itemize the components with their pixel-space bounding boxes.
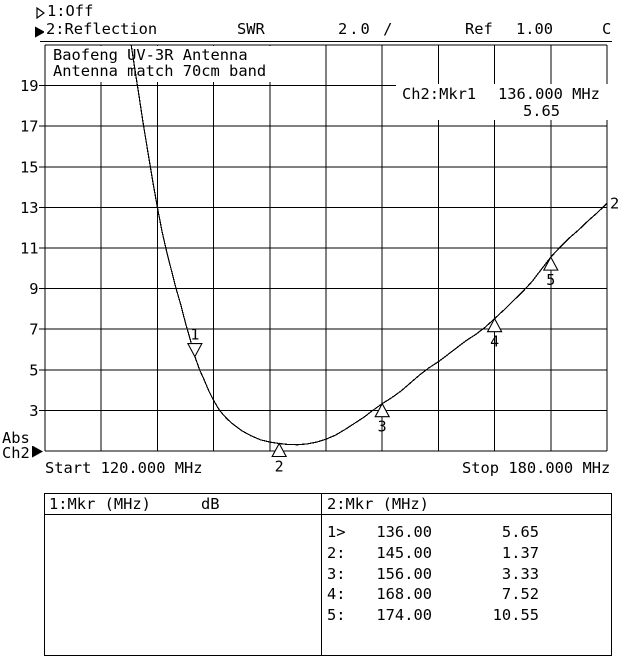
abs-label: Abs [2,429,30,447]
marker-triangle-icon [186,343,203,358]
trace-group [130,44,608,446]
marker-table-row: 2: 145.00 1.37 [321,543,611,564]
trace1-status: 1:Off [36,3,93,20]
marker-row-frequency: 168.00 [376,585,432,604]
marker-readout-bg [396,84,624,120]
trace1-inactive-triangle-icon [36,6,46,20]
marker-number: 4 [490,333,499,351]
trace2-status: 2:Reflection [34,21,157,38]
trace-marker-5: 5 [542,255,559,289]
marker-row-label: 5: [327,606,346,625]
y-axis-label: 7 [29,321,38,339]
cal-indicator: C [602,20,612,38]
marker-number: 3 [378,418,387,436]
trace-marker-1: 1 [186,326,203,358]
trace2-active-triangle-icon [34,26,46,38]
marker-row-label: 1> [327,523,346,541]
marker-table-row: 5: 174.00 10.55 [321,605,611,626]
y-axis-label: 3 [29,402,38,420]
trace2-label: 2:Reflection [46,20,158,38]
marker-triangle-icon [271,442,288,458]
marker-table-row: 3: 156.00 3.33 [321,564,611,585]
ref-value: 1.00 [516,20,554,38]
y-axis-label: 9 [29,280,38,298]
trace1-label: 1:Off [47,2,94,20]
marker-row-value: 7.52 [501,585,539,604]
marker-row-frequency: 174.00 [376,606,432,625]
trace-marker-4: 4 [486,317,503,351]
marker-readout-freq: 136.000 MHz [498,85,600,103]
marker-table-row: 1> 136.00 5.65 [321,522,611,543]
sweep-start-label: Start 120.000 MHz [45,459,203,477]
marker-triangle-icon [374,402,391,418]
marker-number: 1 [190,326,199,344]
marker-number: 5 [546,271,555,289]
marker-table-row: 4: 168.00 7.52 [321,584,611,605]
y-axis-label: 5 [29,361,38,379]
marker-table-panel: 1:Mkr (MHz) dB 2:Mkr (MHz) 1> 136.00 5.65 2… [44,493,612,656]
right-table-title: 2:Mkr (MHz) [327,495,429,513]
marker-row-value: 5.65 [501,523,539,541]
trace-marker-3: 3 [374,402,391,436]
graph-title: Baofeng UV-3R Antenna Antenna match 70cm… [48,46,272,82]
y-axis-label: 17 [20,118,39,136]
marker-row-frequency: 156.00 [376,564,432,583]
sweep-stop-label: Stop 180.000 MHz [462,459,611,477]
channel-label: Ch2 [2,443,30,462]
marker-triangle-icon [542,255,559,271]
table-divider [321,494,322,655]
marker-triangle-icon [486,317,503,333]
y-axis-label: 15 [20,158,39,176]
marker-row-value: 10.55 [492,606,539,625]
format-label: SWR [237,20,265,38]
marker-table-header: 1:Mkr (MHz) dB 2:Mkr (MHz) [45,494,611,515]
left-table-title: 1:Mkr (MHz) [49,495,151,513]
marker-row-value: 1.37 [501,543,539,562]
left-table-body [45,515,321,654]
marker-row-frequency: 136.00 [376,523,432,541]
marker-row-label: 4: [327,585,346,604]
y-axis-label: 13 [20,199,39,217]
marker-row-frequency: 145.00 [376,543,432,562]
y-axis-label: 19 [20,77,39,95]
channel-annotation: Abs Ch2 [2,431,30,460]
trace-marker-2: 2 [271,442,288,475]
marker-row-label: 2: [327,543,346,562]
swr-trace [130,44,608,446]
ref-label: Ref [465,20,493,38]
marker-readout-value: 5.65 [523,102,561,120]
marker-number: 2 [275,457,284,475]
marker-row-value: 3.33 [501,564,539,583]
left-table-unit: dB [201,495,220,513]
marker-row-label: 3: [327,564,346,583]
graph-title-line1: Baofeng UV-3R Antenna [53,46,248,64]
ref-position-pointer-icon [32,446,43,458]
trace-number-label: 2 [610,194,619,212]
scale-per-div: 2.0 / [338,20,395,38]
graph-title-line2: Antenna match 70cm band [53,62,267,81]
marker-readout-channel: Ch2:Mkr1 [402,85,477,103]
y-axis-label: 11 [20,240,39,258]
